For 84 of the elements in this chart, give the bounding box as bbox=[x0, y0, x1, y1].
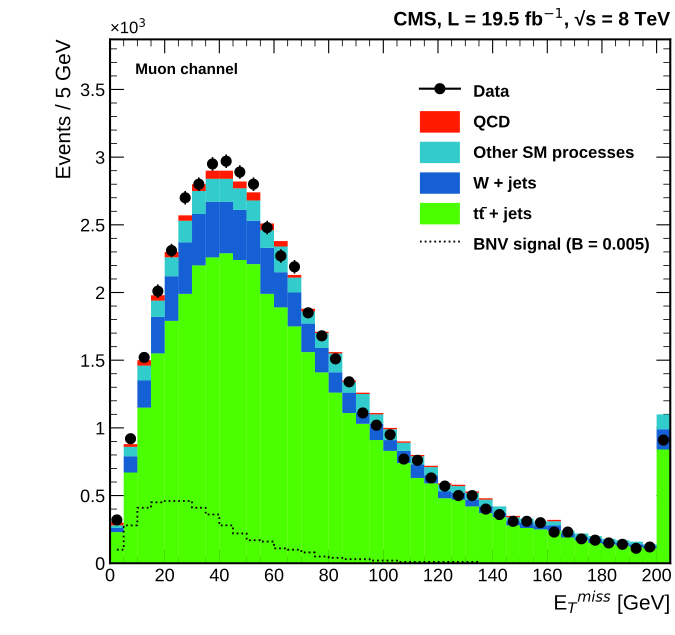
point bbox=[180, 192, 191, 204]
point bbox=[220, 156, 232, 167]
point bbox=[398, 453, 410, 465]
point bbox=[494, 508, 506, 520]
y-tick-label: 0 bbox=[96, 557, 104, 570]
bar bbox=[342, 392, 356, 413]
legend-label: BNV signal (B = 0.005) bbox=[474, 238, 649, 254]
point bbox=[452, 490, 464, 502]
x-tick-label: 0 bbox=[106, 568, 114, 582]
bar bbox=[137, 380, 152, 408]
x-tick-label: 140 bbox=[478, 568, 507, 582]
bar bbox=[124, 456, 138, 473]
x-tick-label: 60 bbox=[264, 568, 284, 582]
bar bbox=[328, 372, 342, 393]
text: ×10$^{3}$ bbox=[111, 18, 145, 34]
bar bbox=[288, 274, 302, 278]
y-tick-label: 1.5 bbox=[81, 354, 104, 367]
bar bbox=[151, 300, 165, 317]
bar bbox=[383, 440, 397, 451]
point bbox=[576, 533, 588, 544]
y-tick-label: 3.5 bbox=[80, 83, 104, 96]
y-tick-label: 2.5 bbox=[80, 218, 104, 232]
point bbox=[370, 420, 382, 431]
legend-label: tt̄ + jets bbox=[473, 206, 532, 223]
legend-label: Data bbox=[474, 85, 510, 97]
point bbox=[111, 514, 122, 526]
point bbox=[562, 526, 574, 538]
point bbox=[138, 352, 150, 364]
point bbox=[124, 433, 136, 444]
point bbox=[644, 541, 656, 553]
x-tick-label: 160 bbox=[534, 568, 562, 582]
point bbox=[206, 158, 218, 170]
bar bbox=[178, 220, 192, 242]
legend-label: QCD bbox=[474, 116, 510, 131]
point bbox=[534, 517, 546, 528]
point bbox=[466, 490, 478, 502]
x-axis-title: E$_{T}$$^{miss}$ [GeV] bbox=[555, 590, 669, 614]
x-tick-label: 200 bbox=[642, 568, 671, 582]
point bbox=[262, 222, 273, 234]
point bbox=[508, 516, 519, 527]
y-tick-label: 3 bbox=[96, 151, 104, 164]
bar bbox=[396, 442, 411, 451]
x-tick-label: 120 bbox=[424, 568, 452, 582]
chart-title: CMS, L = 19.5 fb$^{−1}$, √s = 8 TeV bbox=[394, 8, 670, 28]
y-axis-title: Events / 5 GeV bbox=[55, 39, 70, 178]
bar bbox=[274, 241, 288, 246]
point bbox=[630, 542, 642, 554]
point bbox=[439, 480, 450, 492]
x-tick-label: 40 bbox=[210, 568, 229, 582]
point bbox=[288, 261, 300, 272]
point bbox=[193, 178, 204, 190]
point bbox=[548, 526, 560, 538]
y-tick-label: 1 bbox=[96, 422, 104, 434]
x-tick-label: 20 bbox=[156, 568, 174, 582]
point bbox=[603, 537, 614, 548]
point bbox=[302, 307, 314, 318]
bar bbox=[178, 215, 192, 221]
point bbox=[166, 244, 178, 256]
bar bbox=[233, 182, 247, 188]
bar bbox=[246, 192, 260, 200]
y-tick-label: 2 bbox=[96, 286, 104, 300]
point bbox=[480, 504, 492, 515]
point bbox=[344, 376, 355, 388]
y-tick-label: 0.5 bbox=[80, 489, 104, 502]
legend-label: W + jets bbox=[473, 176, 536, 192]
bar bbox=[124, 444, 138, 447]
bar bbox=[465, 500, 479, 506]
point bbox=[248, 178, 260, 190]
legend-label: Other SM processes bbox=[474, 146, 634, 162]
bar bbox=[164, 257, 178, 276]
point bbox=[590, 534, 601, 546]
x-tick-label: 80 bbox=[319, 568, 338, 582]
point bbox=[616, 538, 628, 550]
point bbox=[426, 472, 437, 484]
bar bbox=[137, 366, 152, 380]
x-tick-label: 100 bbox=[370, 568, 398, 582]
x-tick-label: 180 bbox=[588, 568, 616, 582]
bar bbox=[124, 446, 138, 456]
point bbox=[357, 407, 368, 419]
point bbox=[234, 166, 246, 178]
point bbox=[521, 516, 532, 527]
bar bbox=[288, 278, 302, 293]
point bbox=[152, 286, 164, 297]
annotation: Muon channel bbox=[136, 62, 237, 74]
